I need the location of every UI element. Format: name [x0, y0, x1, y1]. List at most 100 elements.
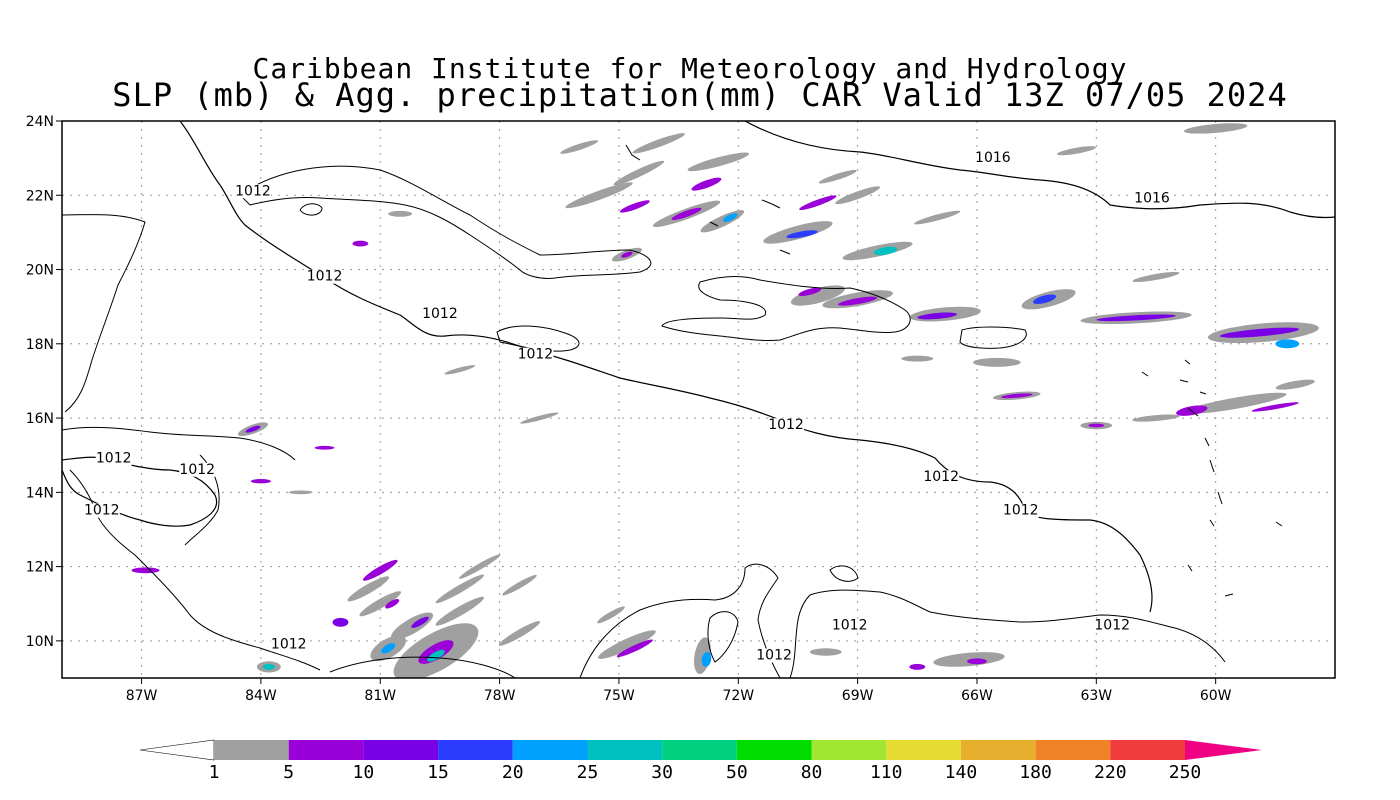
precip-cell: [613, 160, 665, 186]
precip-cell: [245, 425, 261, 433]
colorbar-label: 180: [1019, 762, 1052, 783]
precip-cell: [616, 639, 653, 658]
precip-cell: [914, 210, 961, 225]
isobar-label-bg: [234, 184, 271, 199]
precip-cell: [901, 355, 934, 362]
colorbar-segment: [1110, 740, 1185, 760]
precip-cell: [1275, 379, 1315, 390]
colorbar-segment: [438, 740, 513, 760]
precipitation-layer: [131, 123, 1319, 678]
precip-cell: [1132, 271, 1180, 283]
lon-tick-label: 87W: [126, 688, 158, 704]
precip-cell: [362, 559, 398, 581]
colorbar-label: 1: [209, 762, 220, 783]
isobar-label: 1012: [271, 636, 307, 652]
colorbar-label: 110: [870, 762, 903, 783]
precip-cell: [458, 554, 501, 579]
coastline-layer: [62, 144, 1283, 678]
isobar-label: 1012: [768, 417, 804, 433]
precip-cell: [498, 621, 541, 646]
colorbar-label: 25: [577, 762, 599, 783]
coastline-colombia: [579, 563, 781, 678]
colorbar-segment: [587, 740, 663, 760]
isobar-label: 1012: [84, 503, 120, 519]
coastline-lake-maracaibo: [707, 611, 739, 663]
colorbar: 1 5 10 15 20 25 30 50 80 110 140 180 220 250: [139, 739, 1262, 783]
precip-cell: [1096, 314, 1176, 322]
lon-tick-label: 60W: [1200, 688, 1232, 704]
coastline-honduras: [62, 426, 296, 461]
lat-tick-label: 16N: [26, 411, 54, 427]
colorbar-label: 140: [945, 762, 978, 783]
colorbar-low-arrow: [139, 739, 215, 761]
precip-cell: [597, 630, 656, 659]
coastline-bahamas: [625, 144, 791, 255]
isobar-label: 1012: [422, 306, 458, 322]
precip-cell: [1219, 327, 1300, 338]
lat-tick-label: 24N: [26, 114, 54, 130]
precip-cell: [411, 616, 429, 628]
precip-cell: [250, 478, 271, 484]
isobar-1012-north: [179, 121, 1153, 613]
isobar-label-bg: [923, 470, 960, 485]
isobar-label-bg: [831, 618, 868, 633]
lon-tick-label: 63W: [1080, 688, 1112, 704]
precip-cell: [799, 195, 837, 211]
precip-cell: [619, 200, 650, 213]
isobar-label-bg: [756, 648, 793, 663]
precip-cell: [873, 246, 898, 256]
colorbar-label: 220: [1094, 762, 1127, 783]
precip-cell: [701, 652, 712, 667]
precip-cell: [798, 287, 822, 297]
lat-tick-label: 18N: [26, 337, 54, 353]
precip-cell: [385, 598, 400, 609]
coastline-aruba-curacao: [829, 565, 859, 582]
precip-cell: [314, 445, 335, 450]
isobar-label-bg: [270, 637, 307, 652]
lon-tick-label: 84W: [245, 688, 277, 704]
isobar-label: 1012: [179, 462, 215, 478]
isobar-label: 1012: [923, 469, 959, 485]
precip-cell: [435, 596, 485, 626]
isobar-label-bg: [95, 451, 132, 466]
precip-cell: [347, 576, 390, 602]
precip-cell: [723, 213, 738, 222]
colorbar-segment: [960, 740, 1036, 760]
isobar-label-bg: [83, 503, 120, 518]
lon-tick-label: 75W: [603, 688, 635, 704]
colorbar-segment: [363, 740, 439, 760]
coastline-puerto-rico: [959, 326, 1027, 349]
precip-cell: [131, 567, 160, 574]
precip-cell: [1088, 423, 1105, 428]
colorbar-label: 5: [283, 762, 294, 783]
precip-cell: [933, 652, 1005, 667]
precip-cell: [687, 152, 750, 172]
isobar-label: 1012: [235, 183, 271, 199]
colorbar-segment: [811, 740, 887, 760]
precip-cell: [1132, 414, 1180, 422]
lon-tick-label: 69W: [842, 688, 874, 704]
precip-cell: [565, 182, 633, 209]
lon-tick-label: 72W: [722, 688, 754, 704]
colorbar-label: 20: [502, 762, 524, 783]
coastline-gulf-venezuela: [789, 589, 1226, 678]
isobar-label: 1012: [307, 269, 343, 285]
precip-cell: [621, 251, 633, 258]
isobar-label: 1012: [1003, 503, 1039, 519]
precip-cell: [288, 490, 313, 495]
colorbar-segment: [662, 740, 737, 760]
precip-cell: [1033, 294, 1057, 304]
lat-tick-label: 20N: [26, 263, 54, 279]
precip-cell: [809, 648, 842, 656]
precip-cell: [917, 312, 958, 320]
colorbar-segment: [886, 740, 961, 760]
precip-cell: [597, 606, 625, 624]
isobar-label: 1016: [975, 150, 1011, 166]
isobar-label: 1016: [1134, 191, 1170, 207]
map-title: Caribbean Institute for Meteorology and …: [252, 52, 1128, 85]
map-subtitle: SLP (mb) & Agg. precipitation(mm) CAR Va…: [112, 76, 1288, 114]
precip-cell: [444, 365, 476, 375]
lon-tick-label: 81W: [364, 688, 396, 704]
isobar-label-bg: [421, 306, 458, 321]
